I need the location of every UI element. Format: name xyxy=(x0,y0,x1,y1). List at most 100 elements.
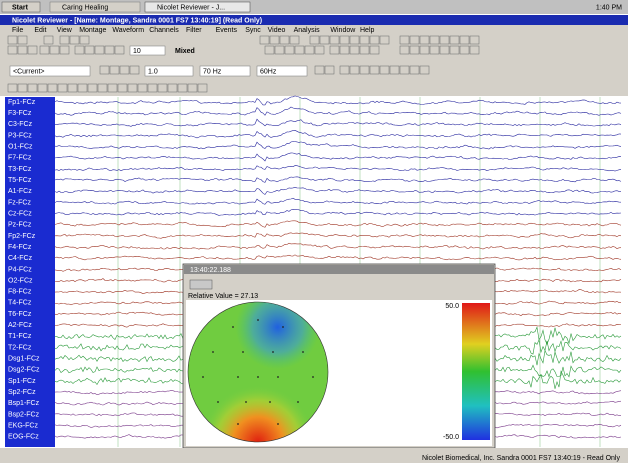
menu-item[interactable]: Waveform xyxy=(112,27,144,34)
tool-button[interactable] xyxy=(380,66,389,74)
tool-button[interactable] xyxy=(440,46,449,54)
menu-item[interactable]: Analysis xyxy=(294,27,321,34)
tool-button[interactable] xyxy=(8,46,17,54)
tool-button[interactable] xyxy=(400,46,409,54)
tool-button[interactable] xyxy=(340,36,349,44)
menu-item[interactable]: Filter xyxy=(186,27,202,34)
tool-button[interactable] xyxy=(390,66,399,74)
tool-button[interactable] xyxy=(80,36,89,44)
tool-button[interactable] xyxy=(98,84,107,92)
tool-button[interactable] xyxy=(370,36,379,44)
tool-button[interactable] xyxy=(360,66,369,74)
tool-button[interactable] xyxy=(460,46,469,54)
tool-button[interactable] xyxy=(265,46,274,54)
tool-button[interactable] xyxy=(188,84,197,92)
tool-button[interactable] xyxy=(420,66,429,74)
tool-button[interactable] xyxy=(320,36,329,44)
tool-button[interactable] xyxy=(108,84,117,92)
tool-button[interactable] xyxy=(430,36,439,44)
tool-button[interactable] xyxy=(370,66,379,74)
tool-button[interactable] xyxy=(370,46,379,54)
tool-button[interactable] xyxy=(158,84,167,92)
tool-button[interactable] xyxy=(400,66,409,74)
tool-button[interactable] xyxy=(28,46,37,54)
tool-button[interactable] xyxy=(88,84,97,92)
menu-item[interactable]: Edit xyxy=(34,27,46,34)
tool-button[interactable] xyxy=(280,36,289,44)
tool-button[interactable] xyxy=(295,46,304,54)
tool-button[interactable] xyxy=(100,66,109,74)
tool-button[interactable] xyxy=(68,84,77,92)
tool-button[interactable] xyxy=(138,84,147,92)
tool-button[interactable] xyxy=(120,66,129,74)
tool-button[interactable] xyxy=(148,84,157,92)
tool-button[interactable] xyxy=(85,46,94,54)
tool-button[interactable] xyxy=(38,84,47,92)
tool-button[interactable] xyxy=(18,36,27,44)
tool-button[interactable] xyxy=(410,66,419,74)
tool-button[interactable] xyxy=(350,36,359,44)
tool-button[interactable] xyxy=(70,36,79,44)
tool-button[interactable] xyxy=(340,66,349,74)
tool-button[interactable] xyxy=(470,36,479,44)
tool-button[interactable] xyxy=(285,46,294,54)
tool-button[interactable] xyxy=(325,66,334,74)
nav-button[interactable] xyxy=(190,280,212,289)
tool-button[interactable] xyxy=(18,84,27,92)
tool-button[interactable] xyxy=(400,36,409,44)
menu-item[interactable]: Sync xyxy=(245,27,261,34)
tool-button[interactable] xyxy=(450,46,459,54)
tool-button[interactable] xyxy=(115,46,124,54)
tool-button[interactable] xyxy=(460,36,469,44)
tool-button[interactable] xyxy=(360,36,369,44)
tool-button[interactable] xyxy=(310,36,319,44)
tool-button[interactable] xyxy=(8,36,17,44)
tool-button[interactable] xyxy=(44,36,53,44)
tool-button[interactable] xyxy=(58,84,67,92)
tool-button[interactable] xyxy=(110,66,119,74)
tool-button[interactable] xyxy=(40,46,49,54)
tool-button[interactable] xyxy=(60,46,69,54)
menu-item[interactable]: Montage xyxy=(79,27,106,34)
tool-button[interactable] xyxy=(260,36,269,44)
tool-button[interactable] xyxy=(420,46,429,54)
tool-button[interactable] xyxy=(198,84,207,92)
tool-button[interactable] xyxy=(315,66,324,74)
tool-button[interactable] xyxy=(450,36,459,44)
tool-button[interactable] xyxy=(128,84,137,92)
menu-item[interactable]: Window xyxy=(330,27,356,34)
tool-button[interactable] xyxy=(350,46,359,54)
tool-button[interactable] xyxy=(410,46,419,54)
tool-button[interactable] xyxy=(78,84,87,92)
tool-button[interactable] xyxy=(305,46,314,54)
menu-item[interactable]: File xyxy=(12,27,23,34)
menu-item[interactable]: Channels xyxy=(149,27,179,34)
menu-item[interactable]: Help xyxy=(360,27,375,34)
tool-button[interactable] xyxy=(470,46,479,54)
tool-button[interactable] xyxy=(330,36,339,44)
menu-item[interactable]: Video xyxy=(268,27,286,34)
tool-button[interactable] xyxy=(8,84,17,92)
tool-button[interactable] xyxy=(420,36,429,44)
tool-button[interactable] xyxy=(28,84,37,92)
tool-button[interactable] xyxy=(105,46,114,54)
tool-button[interactable] xyxy=(118,84,127,92)
tool-button[interactable] xyxy=(275,46,284,54)
tool-button[interactable] xyxy=(270,36,279,44)
tool-button[interactable] xyxy=(50,46,59,54)
tool-button[interactable] xyxy=(60,36,69,44)
tool-button[interactable] xyxy=(75,46,84,54)
tool-button[interactable] xyxy=(95,46,104,54)
menu-item[interactable]: View xyxy=(57,27,73,34)
tool-button[interactable] xyxy=(315,46,324,54)
menu-item[interactable]: Events xyxy=(216,27,238,34)
tool-button[interactable] xyxy=(380,36,389,44)
tool-button[interactable] xyxy=(350,66,359,74)
tool-button[interactable] xyxy=(168,84,177,92)
tool-button[interactable] xyxy=(48,84,57,92)
tool-button[interactable] xyxy=(340,46,349,54)
tool-button[interactable] xyxy=(410,36,419,44)
tool-button[interactable] xyxy=(330,46,339,54)
tool-button[interactable] xyxy=(440,36,449,44)
tool-button[interactable] xyxy=(430,46,439,54)
